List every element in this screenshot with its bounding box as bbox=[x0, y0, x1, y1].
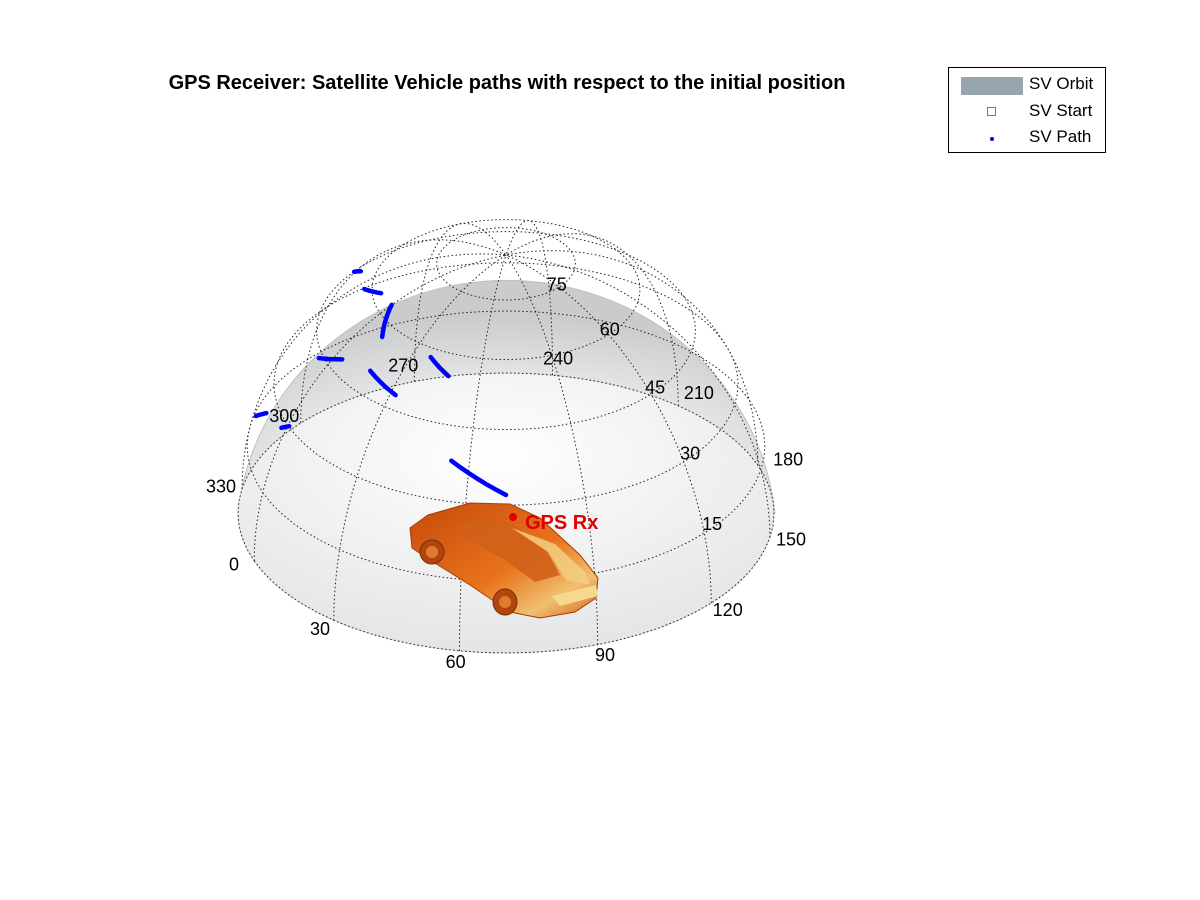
legend: SV Orbit SV Start SV Path bbox=[948, 67, 1106, 153]
dot-marker-icon bbox=[990, 137, 994, 141]
azimuth-gridline bbox=[333, 254, 507, 621]
legend-label: SV Start bbox=[1029, 101, 1093, 120]
azimuth-tick-label: 0 bbox=[229, 555, 239, 575]
elevation-gridline bbox=[436, 227, 576, 301]
grid-lines bbox=[237, 219, 775, 654]
azimuth-tick-label: 300 bbox=[269, 406, 299, 426]
sv-path bbox=[253, 410, 269, 419]
azimuth-gridline bbox=[241, 253, 507, 489]
sv-path bbox=[362, 286, 384, 296]
elevation-tick-label: 75 bbox=[547, 275, 567, 295]
chart-title: GPS Receiver: Satellite Vehicle paths wi… bbox=[169, 72, 846, 94]
elevation-gridline bbox=[273, 262, 739, 506]
receiver-label: GPS Rx bbox=[525, 512, 598, 534]
legend-entry-start: SV Start bbox=[949, 98, 1107, 124]
legend-label: SV Orbit bbox=[1029, 74, 1094, 93]
elevation-gridline bbox=[237, 372, 775, 654]
elevation-tick-label: 60 bbox=[600, 320, 620, 340]
orbit-swatch-icon bbox=[961, 77, 1023, 95]
azimuth-tick-label: 150 bbox=[776, 529, 806, 549]
azimuth-tick-label: 240 bbox=[543, 349, 573, 369]
azimuth-tick-label: 180 bbox=[773, 449, 803, 469]
sv-paths bbox=[253, 269, 509, 498]
vehicle-model bbox=[409, 502, 599, 619]
legend-label: SV Path bbox=[1029, 127, 1092, 146]
sv-path bbox=[368, 368, 398, 398]
elevation-gridline bbox=[315, 231, 697, 431]
azimuth-tick-label: 120 bbox=[713, 600, 743, 620]
legend-entry-path: SV Path bbox=[949, 124, 1107, 150]
azimuth-tick-label: 210 bbox=[684, 383, 714, 403]
elevation-tick-label: 30 bbox=[680, 444, 700, 464]
azimuth-gridline bbox=[505, 250, 759, 466]
azimuth-tick-label: 270 bbox=[388, 356, 418, 376]
azimuth-tick-label: 90 bbox=[595, 645, 615, 665]
sv-path bbox=[449, 458, 509, 498]
sv-path bbox=[279, 423, 292, 431]
azimuth-tick-label: 330 bbox=[206, 477, 236, 497]
elevation-tick-label: 15 bbox=[702, 514, 722, 534]
azimuth-tick-labels: 0 30 60 90 120 150 180 210 240 270 300 330 bbox=[206, 349, 806, 672]
azimuth-tick-label: 30 bbox=[310, 619, 330, 639]
elevation-gridline bbox=[371, 219, 641, 361]
square-marker-icon bbox=[987, 107, 996, 116]
elevation-tick-labels: 15 30 45 60 75 bbox=[547, 275, 722, 534]
elevation-gridline bbox=[246, 310, 766, 583]
azimuth-tick-label: 60 bbox=[446, 652, 466, 672]
receiver-marker bbox=[509, 513, 517, 521]
sv-path bbox=[316, 355, 345, 362]
sv-path bbox=[379, 302, 394, 340]
elevation-tick-label: 45 bbox=[645, 377, 665, 397]
sv-path bbox=[351, 269, 364, 275]
sv-path bbox=[428, 354, 451, 379]
legend-entry-orbit: SV Orbit bbox=[949, 71, 1107, 97]
